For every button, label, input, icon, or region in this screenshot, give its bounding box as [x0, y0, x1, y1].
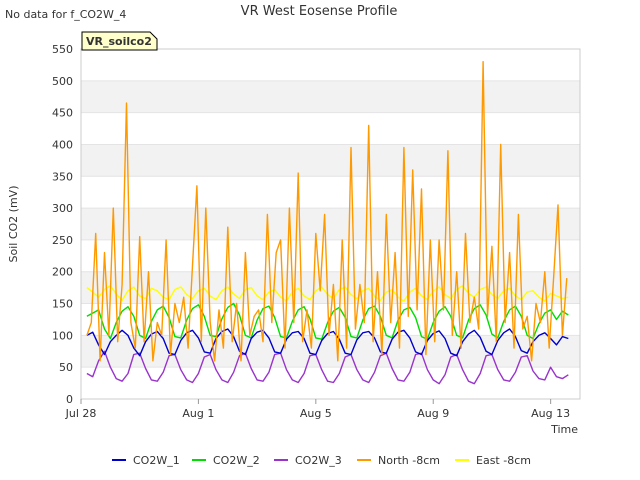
- grid-bands: [81, 80, 580, 400]
- legend-label: East -8cm: [476, 454, 531, 467]
- series-line-co2w-3: [86, 350, 569, 385]
- x-tick-label: Jul 28: [65, 407, 97, 420]
- series-line-co2w-1: [86, 328, 569, 357]
- y-tick-label: 500: [52, 75, 73, 88]
- y-tick-label: 450: [52, 107, 73, 120]
- y-tick-label: 50: [59, 361, 73, 374]
- series-line-north-8cm: [86, 61, 568, 362]
- x-axis-label: Time: [550, 423, 578, 436]
- legend-label: CO2W_1: [133, 454, 180, 467]
- badge-label: VR_soilco2: [86, 35, 152, 48]
- y-tick-label: 100: [52, 329, 73, 342]
- y-tick-label: 550: [52, 43, 73, 56]
- grid-band: [81, 144, 580, 177]
- x-tick-label: Aug 13: [531, 407, 570, 420]
- legend-label: CO2W_3: [295, 454, 342, 467]
- grid-band: [81, 208, 580, 240]
- x-tick-label: Aug 9: [417, 407, 449, 420]
- plot-frame: [80, 48, 581, 400]
- legend-label: North -8cm: [378, 454, 440, 467]
- y-tick-label: 300: [52, 202, 73, 215]
- y-axis: 0 50 100 150 200 250 300 350 400 450 500 550: [52, 43, 73, 406]
- y-tick-label: 400: [52, 138, 73, 151]
- y-axis-label: Soil CO2 (mV): [7, 186, 20, 263]
- y-tick-label: 200: [52, 266, 73, 279]
- badge: VR_soilco2: [81, 31, 158, 51]
- chart-title: VR West Eosense Profile: [241, 4, 398, 19]
- y-tick-label: 150: [52, 298, 73, 311]
- series-line-co2w-2: [86, 302, 569, 340]
- badge-box: [81, 31, 158, 51]
- x-tick-label: Aug 5: [300, 407, 332, 420]
- y-tick-label: 0: [66, 393, 73, 406]
- x-axis: Jul 28 Aug 1 Aug 5 Aug 9 Aug 13: [65, 399, 570, 420]
- grid-band: [81, 80, 580, 113]
- y-tick-label: 250: [52, 234, 73, 247]
- no-data-note: No data for f_CO2W_4: [5, 8, 126, 21]
- legend: CO2W_1 CO2W_2 CO2W_3 North -8cm East -8cm: [112, 454, 531, 467]
- series-layer: [86, 61, 569, 385]
- legend-label: CO2W_2: [213, 454, 260, 467]
- y-tick-label: 350: [52, 170, 73, 183]
- x-tick-label: Aug 1: [182, 407, 214, 420]
